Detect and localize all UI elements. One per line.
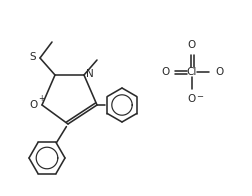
Text: O: O <box>188 40 196 50</box>
Text: S: S <box>30 52 36 62</box>
Text: O: O <box>215 67 223 77</box>
Text: +: + <box>38 93 44 103</box>
Text: O: O <box>30 100 38 110</box>
Text: −: − <box>197 93 204 102</box>
Text: O: O <box>188 94 196 104</box>
Text: N: N <box>86 69 94 79</box>
Text: O: O <box>161 67 169 77</box>
Text: Cl: Cl <box>187 67 197 77</box>
